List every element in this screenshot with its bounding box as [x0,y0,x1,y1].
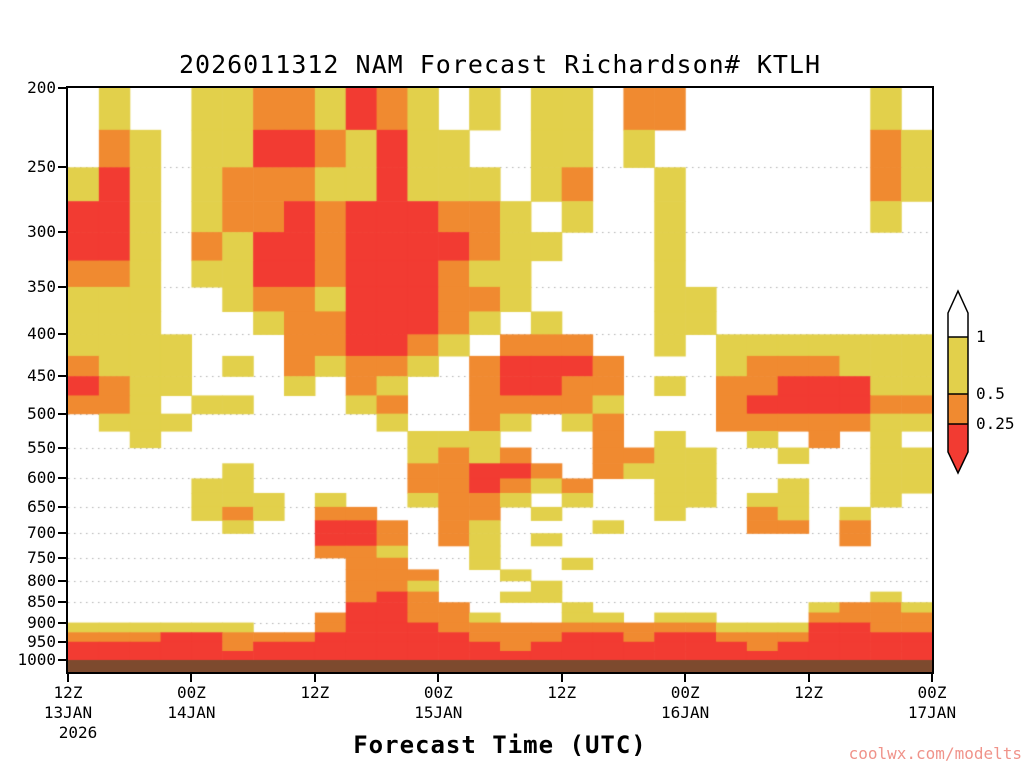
time-tick-mark [190,674,193,682]
pressure-tick-mark [58,375,67,378]
watermark-text: coolwx.com/modelts [848,744,1022,763]
pressure-tick-label: 750 [27,547,56,567]
date-label: 17JAN [907,703,957,722]
pressure-tick-mark [58,333,67,336]
pressure-tick-label: 950 [27,631,56,651]
colorbar-seg-above [948,291,968,337]
richardson-heatmap [68,88,932,672]
colorbar-label-05: 0.5 [976,384,1005,403]
pressure-tick-mark [58,285,67,288]
pressure-tick-label: 900 [27,612,56,632]
colorbar-label-1: 1 [976,327,986,346]
colorbar-seg-high [948,337,968,394]
pressure-tick-label: 1000 [17,650,56,669]
time-tick-label: 12Z [794,683,824,702]
pressure-tick-label: 850 [27,592,56,612]
pressure-tick-mark [58,621,67,624]
pressure-tick-label: 650 [27,496,56,516]
date-label: 15JAN [414,703,463,722]
time-tick-label: 00Z [917,683,947,702]
time-tick-label: 00Z [423,683,453,702]
time-tick-label: 00Z [176,683,206,702]
time-tick-label: 12Z [53,683,83,702]
pressure-tick-mark [58,532,67,535]
pressure-tick-label: 600 [27,468,56,488]
pressure-tick-mark [58,166,67,169]
colorbar-label-025: 0.25 [976,414,1015,433]
time-tick-mark [313,674,316,682]
time-tick-label: 00Z [670,683,700,702]
time-tick-mark [807,674,810,682]
pressure-tick-mark [58,446,67,449]
pressure-tick-label: 550 [27,437,56,457]
date-label: 14JAN [167,703,216,722]
x-axis-title: Forecast Time (UTC) [353,731,647,759]
colorbar-seg-mid [948,394,968,424]
pressure-tick-mark [58,477,67,480]
pressure-tick-label: 350 [27,276,56,296]
pressure-tick-label: 700 [27,523,56,543]
pressure-tick-label: 500 [27,403,56,423]
pressure-tick-mark [58,505,67,508]
time-tick-label: 12Z [547,683,577,702]
colorbar-outline [947,289,969,475]
pressure-tick-label: 300 [27,222,56,242]
date-label: 16JAN [661,703,710,722]
pressure-tick-mark [58,579,67,582]
pressure-tick-label: 450 [27,366,56,386]
pressure-tick-mark [58,231,67,234]
pressure-tick-mark [58,87,67,89]
time-tick-label: 12Z [300,683,330,702]
pressure-tick-mark [58,640,67,643]
pressure-tick-label: 400 [27,324,56,344]
time-tick-mark [560,674,563,682]
chart-title: 2026011312 NAM Forecast Richardson# KTLH [178,50,822,79]
pressure-tick-label: 200 [27,78,56,97]
pressure-tick-mark [58,556,67,559]
time-tick-mark [931,674,933,682]
pressure-tick-mark [58,601,67,604]
pressure-tick-label: 800 [27,570,56,590]
time-tick-mark [437,674,440,682]
pressure-tick-mark [58,412,67,415]
pressure-tick-mark [58,659,67,661]
pressure-tick-label: 250 [27,157,56,177]
time-tick-mark [67,674,69,682]
colorbar-seg-low [948,424,968,473]
year-label: 2026 [58,723,98,742]
time-tick-mark [684,674,687,682]
date-label: 13JAN [43,703,93,722]
colorbar-legend [947,289,969,475]
